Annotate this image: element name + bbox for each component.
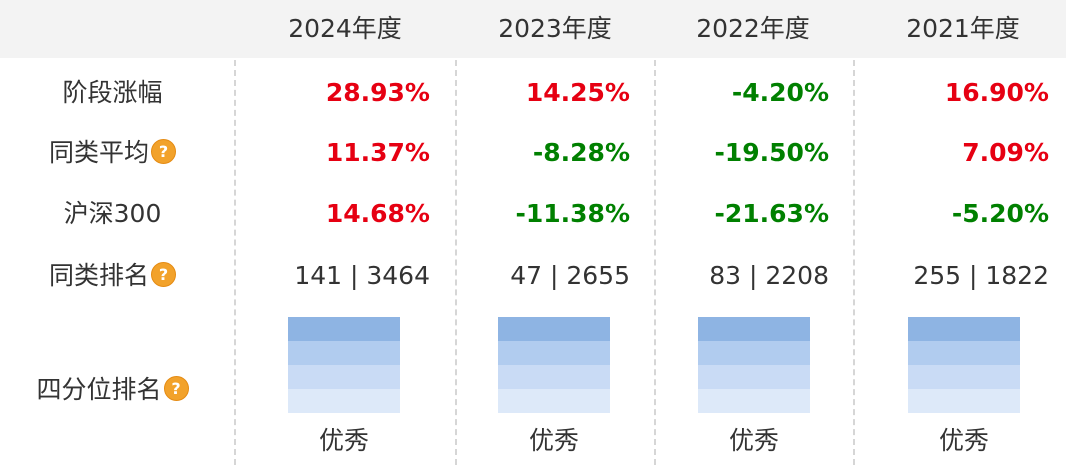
rank-cell: 83 | 2208 [709,261,829,290]
rank-cell: 47 | 2655 [510,261,630,290]
quartile-segment [698,341,810,365]
value-cell: 7.09% [962,138,1049,167]
help-icon[interactable]: ? [151,262,176,287]
quartile-segment [698,365,810,389]
row-label-text: 阶段涨幅 [62,78,163,107]
value-cell: -21.63% [714,199,829,228]
quartile-segment [908,341,1020,365]
quartile-level-label: 优秀 [528,426,579,455]
column-divider [455,60,457,465]
value-cell: 14.68% [325,199,430,228]
row-label-text: 同类排名 [48,261,149,290]
header-year-2022: 2022年度 [696,14,810,43]
value-cell: 11.37% [325,138,430,167]
rank-cell: 255 | 1822 [913,261,1049,290]
quartile-bar [498,317,610,413]
header-year-2021: 2021年度 [906,14,1020,43]
quartile-bar [698,317,810,413]
quartile-segment [288,317,400,341]
quartile-level-label: 优秀 [318,426,369,455]
value-cell: -5.20% [951,199,1049,228]
value-cell: -11.38% [515,199,630,228]
value-cell: -8.28% [532,138,630,167]
quartile-segment [498,389,610,413]
quartile-segment [908,317,1020,341]
quartile-segment [498,365,610,389]
quartile-level-label: 优秀 [938,426,989,455]
row-label-quartile-rank: 四分位排名? [0,370,225,410]
row-label-peer-average: 同类平均? [0,133,225,173]
column-divider [234,60,236,465]
table-header: 2024年度 2023年度 2022年度 2021年度 [0,0,1066,58]
column-divider [853,60,855,465]
value-cell: 16.90% [944,78,1049,107]
value-cell: -4.20% [731,78,829,107]
quartile-segment [288,389,400,413]
quartile-segment [908,389,1020,413]
quartile-segment [908,365,1020,389]
row-label-csi300: 沪深300 [0,194,225,234]
value-cell: 14.25% [525,78,630,107]
header-year-2024: 2024年度 [288,14,402,43]
quartile-segment [698,389,810,413]
row-label-stage-return: 阶段涨幅 [0,73,225,113]
row-label-text: 沪深300 [63,199,162,228]
help-icon[interactable]: ? [151,139,176,164]
quartile-segment [698,317,810,341]
quartile-bar [288,317,400,413]
row-label-peer-rank: 同类排名? [0,256,225,296]
quartile-bar [908,317,1020,413]
header-year-2023: 2023年度 [498,14,612,43]
row-label-text: 同类平均 [48,138,149,167]
column-divider [654,60,656,465]
rank-cell: 141 | 3464 [294,261,430,290]
value-cell: -19.50% [714,138,829,167]
help-icon[interactable]: ? [163,376,189,401]
value-cell: 28.93% [325,78,430,107]
row-label-text: 四分位排名 [36,375,162,404]
quartile-segment [288,365,400,389]
quartile-segment [498,341,610,365]
quartile-segment [288,341,400,365]
quartile-segment [498,317,610,341]
quartile-level-label: 优秀 [728,426,779,455]
